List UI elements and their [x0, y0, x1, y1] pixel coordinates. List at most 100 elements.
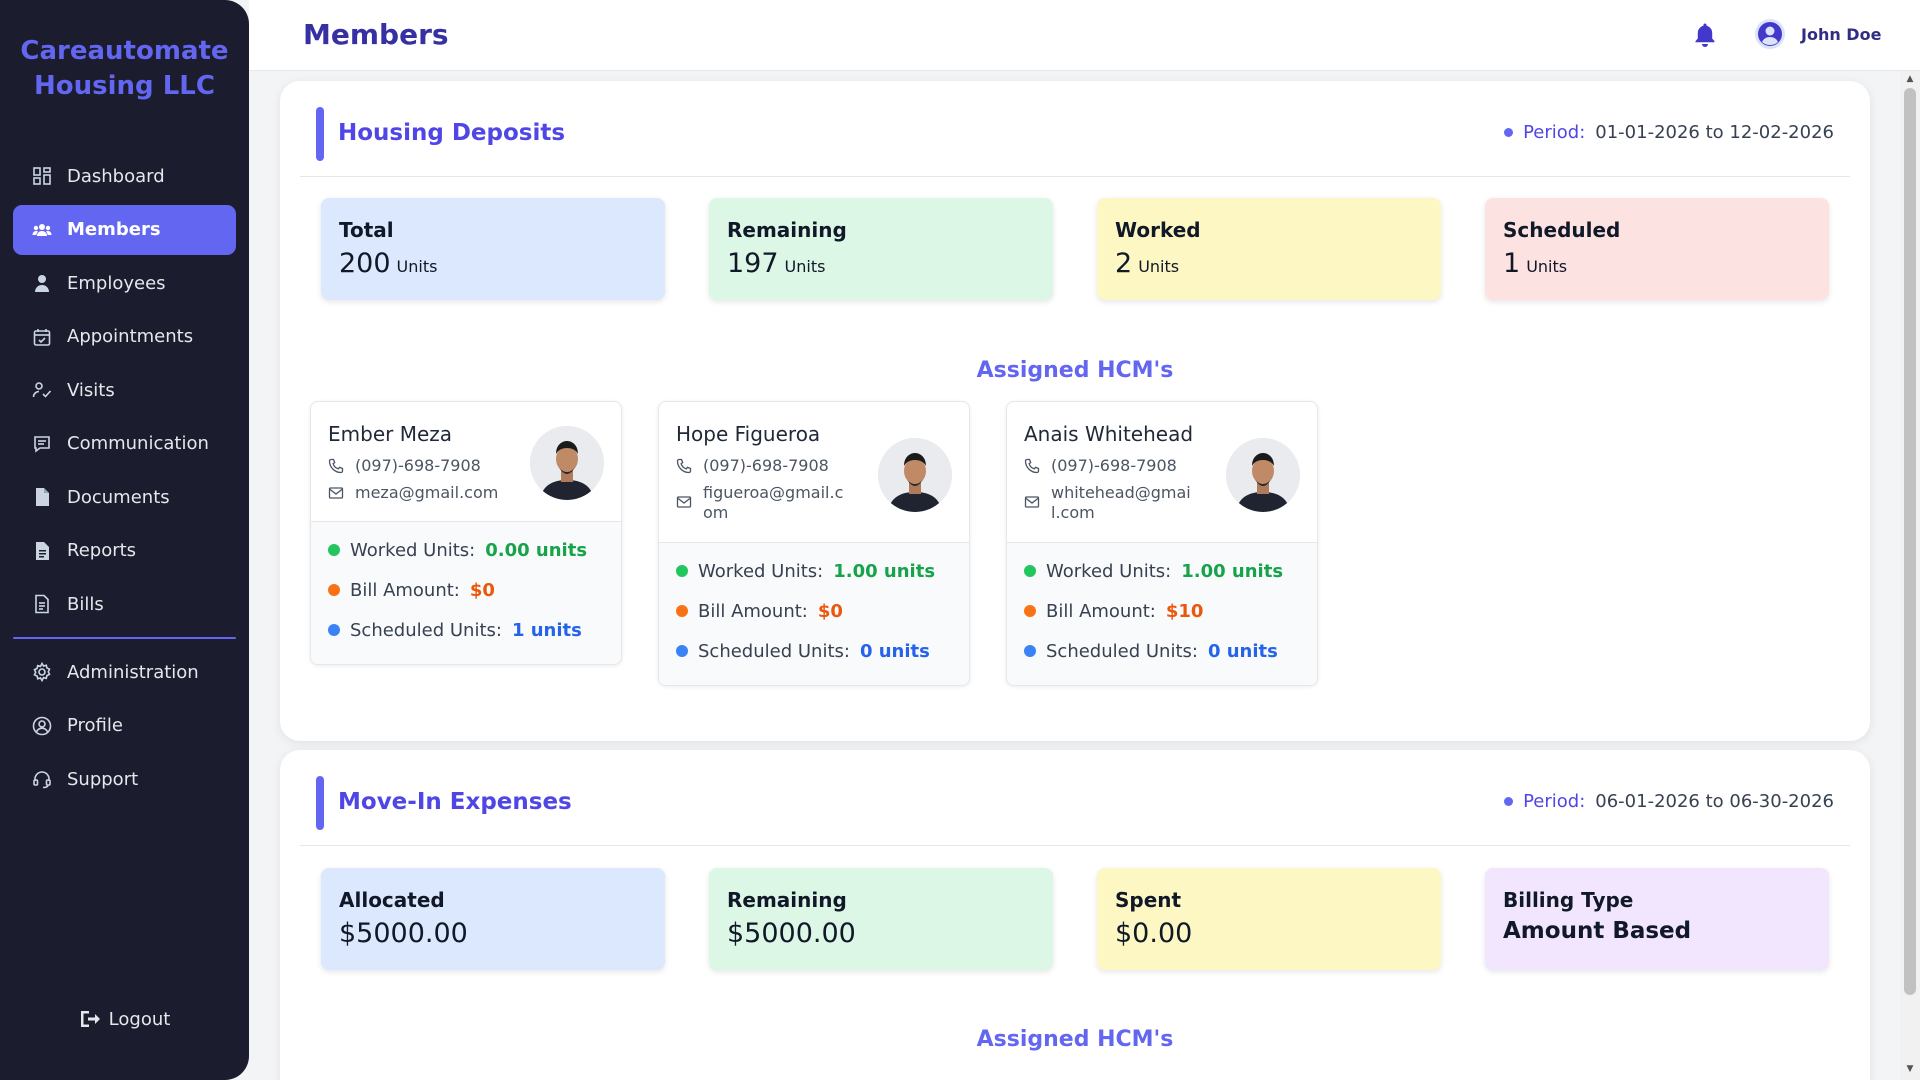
accent-bar: [316, 776, 324, 830]
sidebar-item-label: Dashboard: [67, 165, 165, 187]
stat-label: Scheduled: [1503, 218, 1621, 242]
chat-icon: [31, 433, 53, 455]
logout-button[interactable]: Logout: [0, 1008, 249, 1030]
stat-card-total: Total 200 Units: [321, 198, 665, 300]
hcm-card[interactable]: Hope Figueroa (097)-698-7908 figueroa@gm…: [658, 401, 970, 686]
status-dot: [1024, 605, 1036, 617]
sidebar-item-members[interactable]: Members: [13, 204, 236, 255]
bill-icon: [31, 593, 53, 615]
hcm-email: figueroa@gmail.com: [676, 483, 851, 523]
sidebar-nav: Dashboard Members Employees Appointments…: [13, 151, 236, 808]
hcm-avatar: [1226, 438, 1300, 512]
period-dot: [1504, 797, 1514, 806]
sidebar-item-profile[interactable]: Profile: [13, 701, 236, 751]
stat-value-row: 2 Units: [1115, 248, 1179, 279]
hcm-card-stats: Worked Units: 1.00 units Bill Amount: $0 S…: [659, 543, 969, 685]
period: Period: 01-01-2026 to 12-02-2026: [1504, 122, 1834, 143]
panel-header: Move-In Expenses Period: 06-01-2026 to 0…: [300, 776, 1850, 846]
stat-label: Remaining: [727, 218, 847, 242]
person-photo-icon: [1226, 438, 1300, 512]
hcm-card[interactable]: Anais Whitehead (097)-698-7908 whitehead…: [1006, 401, 1318, 686]
hcm-avatar: [530, 426, 604, 500]
user-name[interactable]: John Doe: [1801, 25, 1882, 44]
hcm-email-text: meza@gmail.com: [355, 483, 499, 502]
hcm-stat-label: Worked Units:: [698, 560, 824, 582]
period-label: Period:: [1523, 122, 1586, 143]
sidebar-item-documents[interactable]: Documents: [13, 472, 236, 522]
hcm-scheduled-units: Scheduled Units: 0 units: [1007, 631, 1317, 671]
status-dot: [328, 584, 340, 596]
status-dot: [676, 645, 688, 657]
employees-icon: [31, 272, 53, 294]
hcm-phone-text: (097)-698-7908: [1051, 456, 1177, 475]
sidebar-item-label: Employees: [67, 272, 166, 294]
status-dot: [676, 565, 688, 577]
period-label: Period:: [1523, 791, 1586, 812]
stat-value: 200: [339, 248, 391, 279]
hcm-bill-amount: Bill Amount: $0: [311, 570, 621, 610]
hcm-card-header: Ember Meza (097)-698-7908 meza@gmail.com: [311, 402, 621, 522]
hcm-stat-label: Scheduled Units:: [1046, 640, 1198, 662]
sidebar-item-communication[interactable]: Communication: [13, 419, 236, 469]
bell-icon[interactable]: [1693, 22, 1717, 48]
hcm-stat-value: 1.00 units: [1181, 560, 1284, 582]
sidebar-divider: [13, 637, 236, 639]
sidebar-item-label: Profile: [67, 715, 123, 736]
sidebar-item-label: Administration: [67, 661, 199, 683]
sidebar-item-appointments[interactable]: Appointments: [13, 312, 236, 362]
main-content: Housing Deposits Period: 01-01-2026 to 1…: [249, 71, 1899, 1080]
stat-card-spent: Spent $0.00: [1097, 868, 1441, 970]
mail-icon: [328, 487, 344, 499]
scrollbar-thumb[interactable]: [1904, 88, 1916, 995]
stat-value-row: 200 Units: [339, 248, 437, 279]
logout-label: Logout: [108, 1008, 171, 1030]
hcm-worked-units: Worked Units: 1.00 units: [1007, 551, 1317, 591]
sidebar-item-label: Support: [67, 768, 139, 790]
scroll-up-arrow-icon[interactable]: ▲: [1906, 74, 1914, 84]
hcm-phone: (097)-698-7908: [676, 456, 876, 476]
stat-value: $5000.00: [727, 918, 856, 949]
sidebar-item-label: Communication: [67, 433, 209, 454]
status-dot: [328, 624, 340, 636]
sidebar-item-visits[interactable]: Visits: [13, 365, 236, 415]
hcm-card-stats: Worked Units: 0.00 units Bill Amount: $0 S…: [311, 522, 621, 664]
stat-card-remaining: Remaining $5000.00: [709, 868, 1053, 970]
hcm-card[interactable]: Ember Meza (097)-698-7908 meza@gmail.com…: [310, 401, 622, 665]
sidebar-item-label: Members: [67, 219, 161, 240]
status-dot: [1024, 645, 1036, 657]
scroll-down-arrow-icon[interactable]: ▼: [1906, 1064, 1914, 1074]
user-avatar-icon[interactable]: [1754, 18, 1786, 50]
sidebar-item-administration[interactable]: Administration: [13, 647, 236, 697]
brand-line-1: Careautomate: [20, 36, 229, 66]
stat-label: Spent: [1115, 888, 1182, 912]
top-header: Members John Doe: [249, 0, 1920, 71]
hcm-bill-amount: Bill Amount: $10: [1007, 591, 1317, 631]
hcm-worked-units: Worked Units: 0.00 units: [311, 530, 621, 570]
hcm-stat-value: 1.00 units: [833, 560, 936, 582]
sidebar: Careautomate Housing LLC Dashboard Membe…: [0, 0, 249, 1080]
hcm-card-header: Hope Figueroa (097)-698-7908 figueroa@gm…: [659, 402, 969, 543]
stat-label: Total: [339, 218, 394, 242]
status-dot: [328, 544, 340, 556]
stat-label: Billing Type: [1503, 888, 1634, 912]
phone-icon: [1024, 458, 1040, 474]
brand-logo[interactable]: Careautomate Housing LLC: [0, 34, 249, 104]
hcm-card-header: Anais Whitehead (097)-698-7908 whitehead…: [1007, 402, 1317, 543]
sidebar-item-bills[interactable]: Bills: [13, 579, 236, 629]
sidebar-item-label: Appointments: [67, 326, 194, 347]
hcm-stat-label: Scheduled Units:: [350, 619, 502, 641]
logout-icon: [80, 1011, 100, 1027]
sidebar-item-support[interactable]: Support: [13, 754, 236, 804]
hcm-stat-label: Bill Amount:: [1046, 600, 1156, 622]
sidebar-item-label: Reports: [67, 540, 137, 561]
sidebar-item-reports[interactable]: Reports: [13, 526, 236, 576]
hcm-scheduled-units: Scheduled Units: 1 units: [311, 610, 621, 650]
hcm-phone-text: (097)-698-7908: [703, 456, 829, 475]
sidebar-item-dashboard[interactable]: Dashboard: [13, 151, 236, 201]
hcm-phone: (097)-698-7908: [328, 456, 528, 476]
assigned-hcms-title: Assigned HCM's: [976, 1027, 1174, 1052]
sidebar-item-employees[interactable]: Employees: [13, 258, 236, 308]
period-value: 01-01-2026 to 12-02-2026: [1595, 122, 1834, 143]
person-photo-icon: [530, 426, 604, 500]
accent-bar: [316, 107, 324, 161]
